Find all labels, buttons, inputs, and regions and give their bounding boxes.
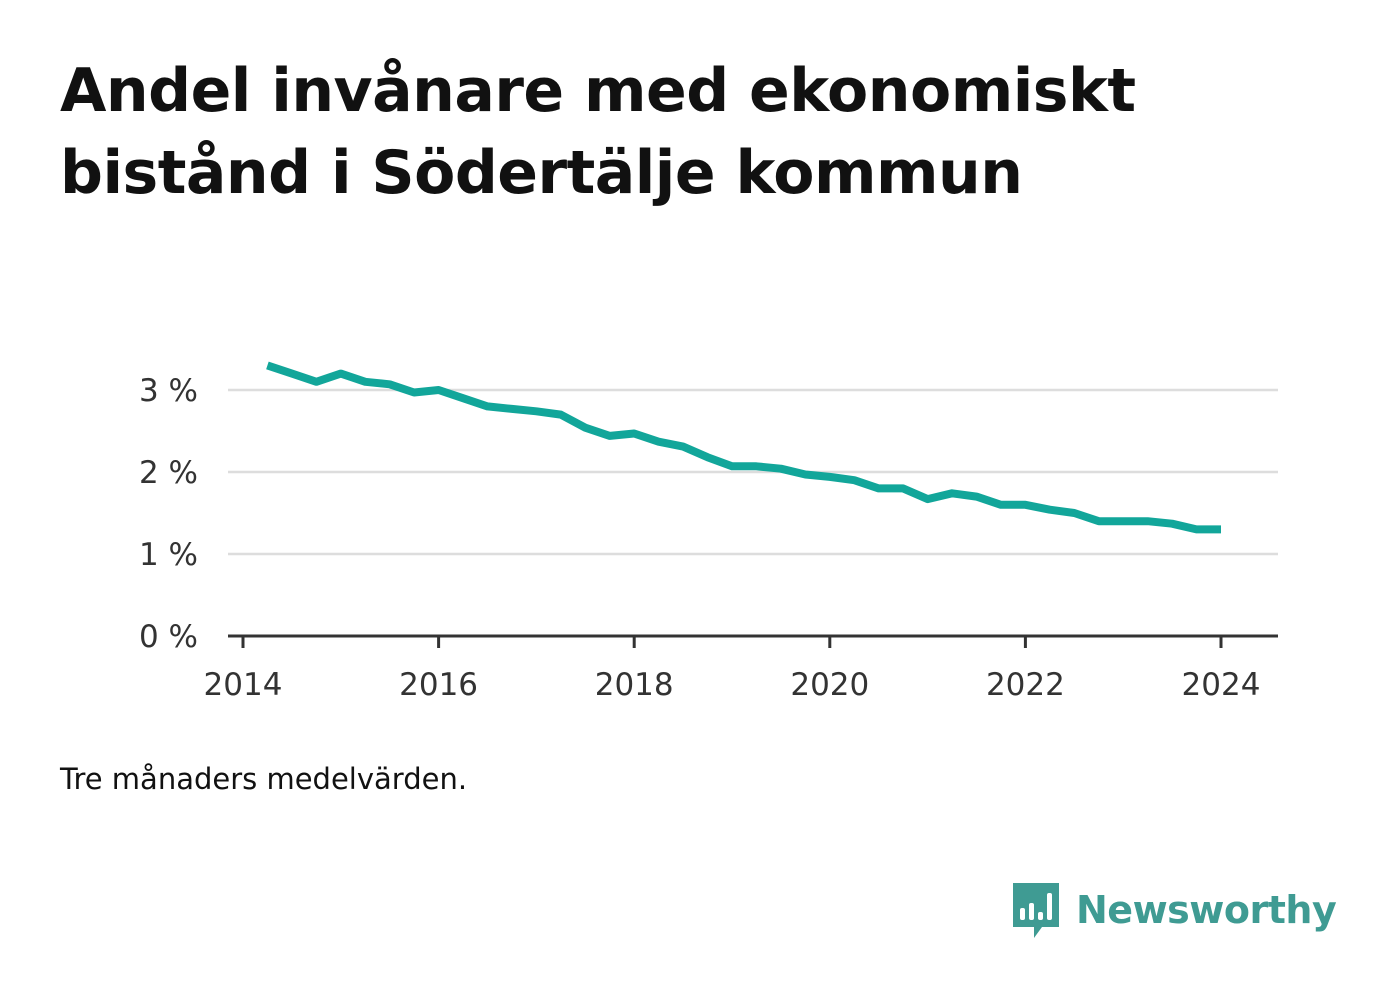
x-axis-ticks bbox=[241, 636, 1223, 648]
x-tick-label: 2024 bbox=[1182, 667, 1261, 703]
x-axis-labels: 2014 2016 2018 2020 2022 2024 bbox=[204, 667, 1261, 703]
x-tick-label: 2014 bbox=[204, 667, 283, 703]
series-line bbox=[266, 361, 1221, 534]
y-tick-label: 2 % bbox=[139, 455, 198, 491]
y-tick-label: 1 % bbox=[139, 537, 198, 573]
brand-name: Newsworthy bbox=[1076, 888, 1337, 932]
x-tick-label: 2022 bbox=[986, 667, 1065, 703]
bar-chart-speech-bubble-icon bbox=[1013, 883, 1059, 938]
x-tick-label: 2016 bbox=[399, 667, 478, 703]
y-tick-label: 0 % bbox=[139, 619, 198, 655]
x-tick-label: 2020 bbox=[790, 667, 869, 703]
footnote: Tre månaders medelvärden. bbox=[60, 762, 468, 796]
y-tick-label: 3 % bbox=[139, 373, 198, 409]
page-title: Andel invånare med ekonomiskt bistånd i … bbox=[60, 56, 1136, 208]
brand-logo: Newsworthy bbox=[1010, 878, 1337, 942]
y-axis-labels: 0 % 1 % 2 % 3 % bbox=[139, 373, 198, 655]
x-tick-label: 2018 bbox=[595, 667, 674, 703]
grid-lines bbox=[228, 388, 1278, 556]
